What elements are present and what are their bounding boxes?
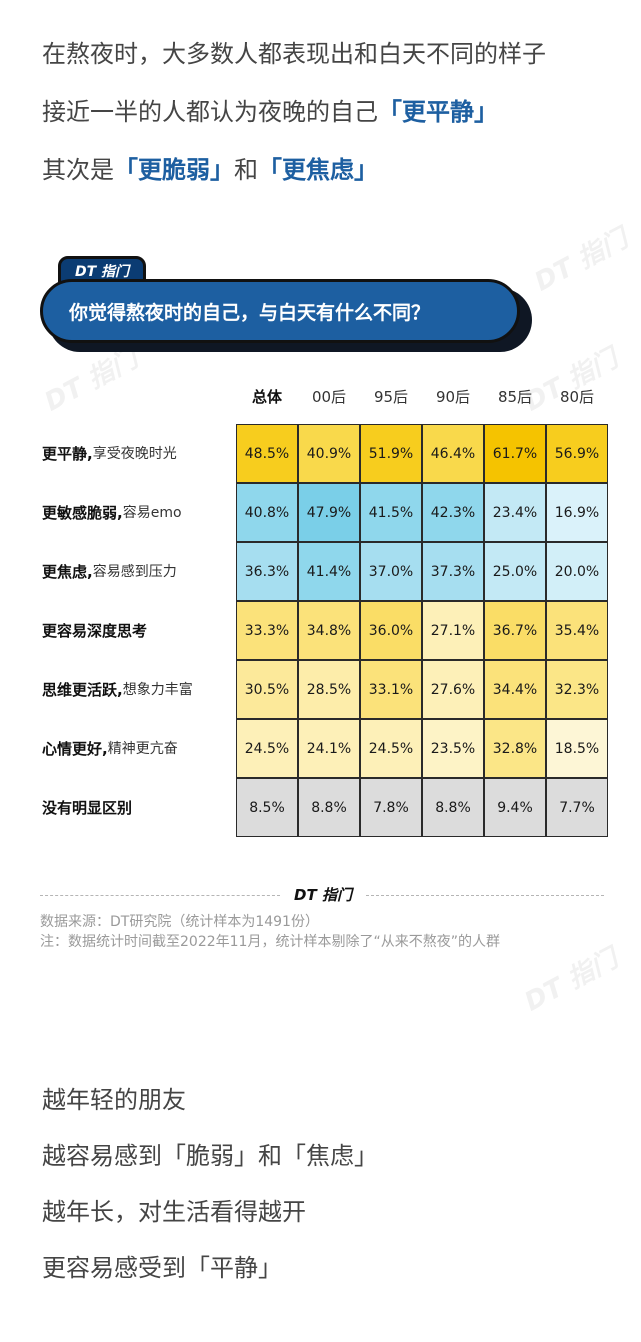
heatmap-cell: 41.5% [360, 483, 422, 542]
row-label: 思维更活跃, 想象力丰富 [42, 660, 193, 718]
outro-line-2: 越容易感到「脆弱」和「焦虑」 [42, 1142, 378, 1170]
row-label-sub: 精神更亢奋 [107, 741, 178, 757]
highlight-fragile: 「更脆弱」 [114, 156, 234, 184]
heatmap-cell: 32.8% [484, 719, 546, 778]
heatmap-cell: 37.3% [422, 542, 484, 601]
row-label: 心情更好, 精神更亢奋 [42, 719, 178, 777]
highlight-calmer: 「更平静」 [378, 98, 498, 126]
heatmap-cell: 24.5% [360, 719, 422, 778]
heatmap-cell: 27.6% [422, 660, 484, 719]
heatmap-cell: 8.8% [298, 778, 360, 837]
highlight-anxious: 「更焦虑」 [258, 156, 378, 184]
row-label-main: 更敏感脆弱, [42, 503, 123, 522]
intro-text: 在熬夜时，大多数人都表现出和白天不同的样子 接近一半的人都认为夜晚的自己「更平静… [42, 24, 546, 198]
heatmap-cell: 24.5% [236, 719, 298, 778]
outro-text: 越年轻的朋友 越容易感到「脆弱」和「焦虑」 越年长，对生活看得越开 更容易感受到… [42, 1072, 378, 1296]
heatmap-cell: 33.3% [236, 601, 298, 660]
heatmap-cell: 8.5% [236, 778, 298, 837]
divider-right [366, 895, 604, 896]
heatmap-cell: 23.4% [484, 483, 546, 542]
row-label-main: 更平静, [42, 444, 93, 463]
row-label-main: 思维更活跃, [42, 680, 123, 699]
intro-line-1: 在熬夜时，大多数人都表现出和白天不同的样子 [42, 40, 546, 68]
row-label-main: 心情更好, [42, 739, 108, 758]
heatmap-cell: 48.5% [236, 424, 298, 483]
heatmap-cell: 42.3% [422, 483, 484, 542]
data-source: 数据来源：DT研究院（统计样本为1491份） [40, 914, 319, 930]
row-label-sub: 想象力丰富 [122, 682, 193, 698]
column-header: 80后 [559, 388, 595, 406]
intro-line-3: 其次是「更脆弱」和「更焦虑」 [42, 140, 546, 198]
row-label-sub: 容易emo [122, 505, 182, 521]
heatmap-cell: 34.8% [298, 601, 360, 660]
heatmap-cell: 25.0% [484, 542, 546, 601]
source-notes: 数据来源：DT研究院（统计样本为1491份） 注：数据统计时间截至2022年11… [40, 912, 600, 952]
row-label: 更焦虑, 容易感到压力 [42, 542, 177, 600]
watermark: DT 指门 [530, 223, 633, 298]
heatmap-cell: 35.4% [546, 601, 608, 660]
heatmap-cell: 23.5% [422, 719, 484, 778]
intro-line-2-text: 接近一半的人都认为夜晚的自己 [42, 98, 378, 126]
heatmap-cell: 36.3% [236, 542, 298, 601]
column-header: 95后 [373, 388, 409, 406]
heatmap-cell: 47.9% [298, 483, 360, 542]
heatmap-cell: 20.0% [546, 542, 608, 601]
heatmap-cell: 34.4% [484, 660, 546, 719]
heatmap-cell: 40.8% [236, 483, 298, 542]
intro-line-3-text: 其次是 [42, 156, 114, 184]
data-note: 注：数据统计时间截至2022年11月，统计样本剔除了“从来不熬夜”的人群 [40, 934, 500, 950]
row-label: 更平静, 享受夜晚时光 [42, 424, 177, 482]
heatmap-cell: 40.9% [298, 424, 360, 483]
outro-line-3: 越年长，对生活看得越开 [42, 1198, 306, 1226]
footer-logo: DT 指门 [294, 886, 352, 904]
heatmap-cell: 18.5% [546, 719, 608, 778]
row-label-main: 没有明显区别 [42, 798, 133, 817]
heatmap-cell: 7.8% [360, 778, 422, 837]
column-header: 85后 [497, 388, 533, 406]
column-header: 00后 [311, 388, 347, 406]
row-label-sub: 享受夜晚时光 [92, 446, 177, 462]
intro-line-3-and: 和 [234, 156, 258, 184]
heatmap-cell: 28.5% [298, 660, 360, 719]
heatmap-cell: 33.1% [360, 660, 422, 719]
outro-line-4: 更容易感受到「平静」 [42, 1254, 282, 1282]
row-label-sub: 容易感到压力 [92, 564, 177, 580]
chart-title: 你觉得熬夜时的自己，与白天有什么不同？ [40, 279, 520, 343]
heatmap-cell: 24.1% [298, 719, 360, 778]
row-label-main: 更容易深度思考 [42, 621, 148, 640]
heatmap-cell: 8.8% [422, 778, 484, 837]
heatmap-cell: 61.7% [484, 424, 546, 483]
heatmap-cell: 27.1% [422, 601, 484, 660]
heatmap-cell: 7.7% [546, 778, 608, 837]
row-label: 更敏感脆弱, 容易emo [42, 483, 182, 541]
heatmap-cell: 36.0% [360, 601, 422, 660]
heatmap-cell: 51.9% [360, 424, 422, 483]
divider-left [40, 895, 280, 896]
heatmap-cell: 36.7% [484, 601, 546, 660]
outro-line-1: 越年轻的朋友 [42, 1086, 186, 1114]
heatmap-cell: 37.0% [360, 542, 422, 601]
row-label: 没有明显区别 [42, 778, 132, 836]
row-label: 更容易深度思考 [42, 601, 147, 659]
heatmap-cell: 30.5% [236, 660, 298, 719]
heatmap-cell: 16.9% [546, 483, 608, 542]
intro-line-2: 接近一半的人都认为夜晚的自己「更平静」 [42, 82, 546, 140]
row-label-main: 更焦虑, [42, 562, 93, 581]
column-header: 90后 [435, 388, 471, 406]
heatmap-cell: 32.3% [546, 660, 608, 719]
column-header: 总体 [251, 388, 282, 406]
heatmap-cell: 46.4% [422, 424, 484, 483]
heatmap-cell: 41.4% [298, 542, 360, 601]
heatmap-cell: 56.9% [546, 424, 608, 483]
heatmap-cell: 9.4% [484, 778, 546, 837]
